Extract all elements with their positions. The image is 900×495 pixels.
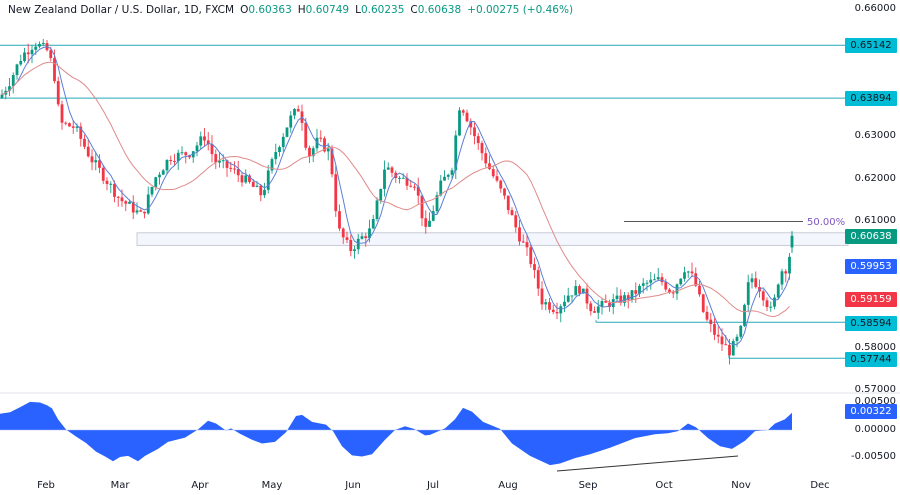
low-value: L0.60235 <box>355 4 405 16</box>
month-aug: Aug <box>498 480 518 491</box>
ma-fast-tag: 0.59953 <box>845 259 897 274</box>
price-tick: 0.57000 <box>854 384 896 395</box>
level-tag-063894: 0.63894 <box>845 91 897 106</box>
fib-50-label: 50.00% <box>807 217 846 228</box>
month-mar: Mar <box>110 480 130 491</box>
price-tick: 0.66000 <box>854 3 896 14</box>
change-value: +0.00275 (+0.46%) <box>467 4 574 16</box>
high-value: H0.60749 <box>297 4 350 16</box>
ma-slow-tag: 0.59159 <box>845 292 897 307</box>
close-value: C0.60638 <box>410 4 462 16</box>
osc-tick: -0.00500 <box>851 451 896 462</box>
oscillator-layer <box>0 401 792 472</box>
open-value: O0.60363 <box>240 4 292 16</box>
symbol-title: New Zealand Dollar / U.S. Dollar, 1D, FX… <box>8 4 235 16</box>
month-nov: Nov <box>731 480 751 491</box>
month-sep: Sep <box>578 480 598 491</box>
candles-layer <box>0 38 794 365</box>
month-feb: Feb <box>37 480 55 491</box>
level-tag-065142: 0.65142 <box>845 38 897 53</box>
price-tick: 0.58000 <box>854 342 896 353</box>
month-oct: Oct <box>655 480 673 491</box>
price-tick: 0.61000 <box>854 215 896 226</box>
moving-averages-layer <box>1 46 790 346</box>
levels-layer <box>0 44 900 394</box>
month-may: May <box>261 480 283 491</box>
osc-tick: 0.00000 <box>854 424 896 435</box>
price-tick: 0.63000 <box>854 130 896 141</box>
osc-tick: 0.00500 <box>854 396 896 407</box>
chart-legend: New Zealand Dollar / U.S. Dollar, 1D, FX… <box>8 2 573 18</box>
level-tag-058594: 0.58594 <box>845 316 897 331</box>
level-tag-057744: 0.57744 <box>845 352 897 367</box>
current-price-tag: 0.60638 <box>845 229 897 244</box>
month-jul: Jul <box>426 480 440 491</box>
osc-current-tag: 0.00322 <box>845 404 897 419</box>
price-tick: 0.62000 <box>854 173 896 184</box>
month-jun: Jun <box>345 480 361 491</box>
month-apr: Apr <box>191 480 209 491</box>
month-dec: Dec <box>810 480 830 491</box>
